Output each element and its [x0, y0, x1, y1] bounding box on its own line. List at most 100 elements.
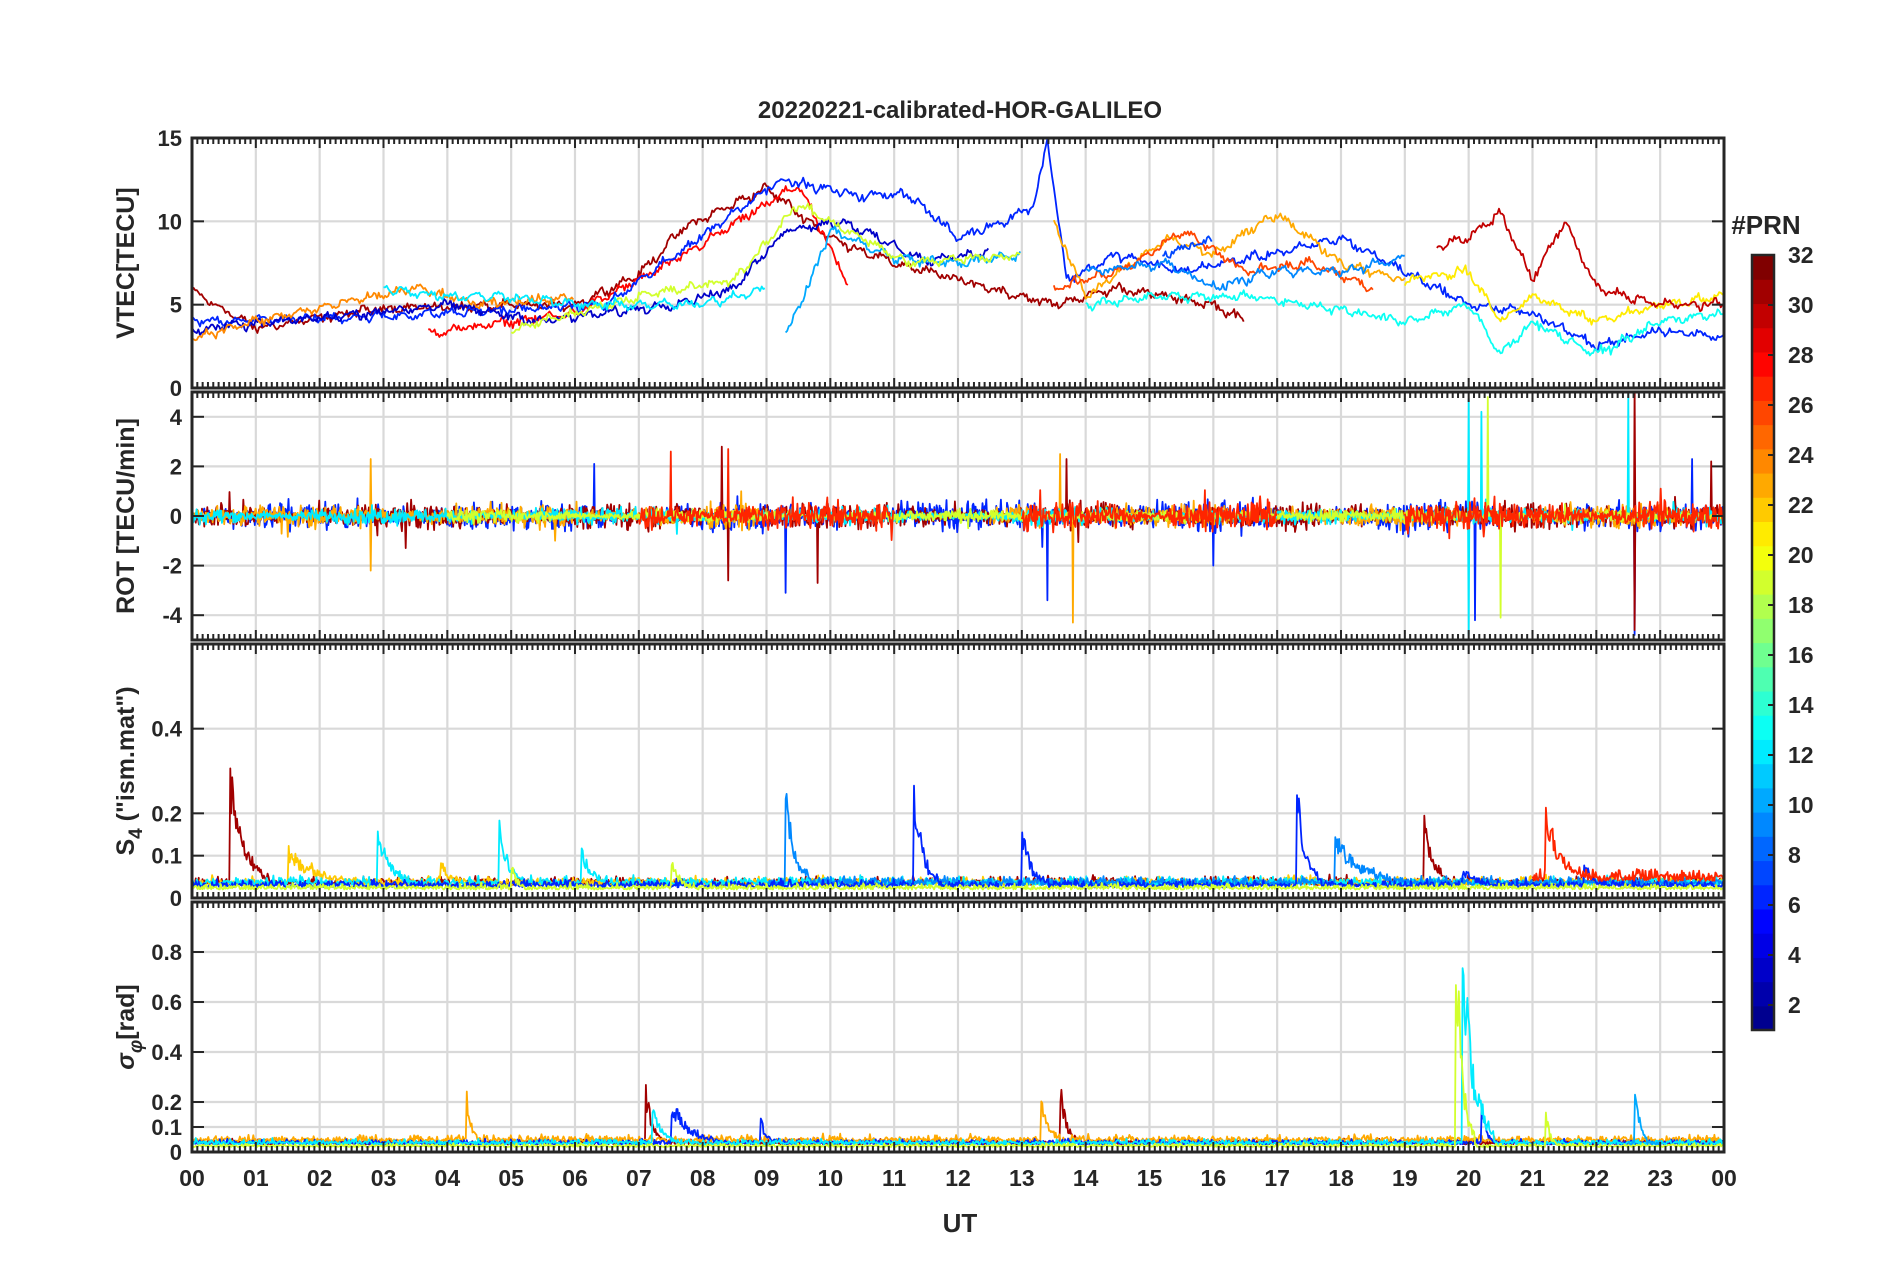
ytick-label: 0.1 [151, 1115, 182, 1140]
series-prn-6 [784, 515, 788, 594]
series-prn-23 [369, 458, 373, 517]
ytick-label: 0.6 [151, 990, 182, 1015]
axis-ticks [191, 902, 1725, 1153]
colorbar-swatch [1752, 400, 1774, 426]
xtick-label: 00 [1711, 1165, 1737, 1191]
colorbar-tick-label: 28 [1788, 342, 1814, 368]
series-prn-31 [1633, 392, 1637, 517]
ytick-label: 0 [170, 886, 182, 911]
ytick-label: 0.8 [151, 940, 182, 965]
colorbar-tick-label: 18 [1788, 592, 1814, 618]
series-prn-27 [726, 448, 730, 517]
series-prn-23 [1071, 515, 1075, 624]
panel-1: 0 5 10 15 VTEC[TECU] [112, 126, 1726, 401]
series-prn-27 [669, 450, 673, 517]
gridlines [192, 902, 1724, 1152]
colorbar-swatch [1752, 521, 1774, 547]
ytick-label: 4 [170, 405, 183, 430]
colorbar-swatch [1752, 690, 1774, 716]
series-prn-12 [1467, 515, 1471, 636]
ytick-label: -2 [162, 554, 182, 579]
series-prn-10 [1627, 1093, 1661, 1146]
series-prn-19 [1486, 396, 1490, 517]
series-prn-6 [1690, 458, 1694, 517]
series-prn-31 [726, 515, 730, 582]
series-prn-12 [1479, 410, 1483, 517]
xtick-label: 02 [307, 1165, 333, 1191]
ytick-label: 0.2 [151, 1090, 182, 1115]
series-prn-9 [1085, 254, 1405, 291]
xtick-label: 06 [562, 1165, 588, 1191]
panel-2: -4 -2 0 2 4 ROT [TECU/min] [112, 390, 1726, 642]
xtick-label: 08 [690, 1165, 716, 1191]
panel-3: 0 0.1 0.2 0.4S4 ("ism.mat") [112, 642, 1726, 911]
xtick-label: 20 [1456, 1165, 1482, 1191]
colorbar-tick-label: 24 [1788, 442, 1814, 468]
xtick-label: 17 [1264, 1165, 1290, 1191]
ytick-label: 15 [158, 126, 182, 151]
colorbar-swatch [1752, 642, 1774, 668]
xtick-label: 01 [243, 1165, 269, 1191]
xtick-label: 21 [1520, 1165, 1546, 1191]
colorbar-tick-label: 2 [1788, 992, 1801, 1018]
colorbar-tick-label: 8 [1788, 842, 1801, 868]
y-axis-label: σφ[rad] [112, 984, 147, 1070]
xtick-label: 12 [945, 1165, 971, 1191]
axis-ticks [191, 137, 1725, 389]
colorbar-tick-label: 32 [1788, 242, 1814, 268]
xtick-label: 09 [754, 1165, 780, 1191]
y-axis-label: ROT [TECU/min] [112, 418, 140, 614]
x-axis-label: UT [943, 1208, 978, 1238]
series-prn-31 [720, 445, 724, 517]
colorbar-swatch [1752, 472, 1774, 498]
colorbar-swatch [1752, 666, 1774, 692]
series-prn-31 [1065, 458, 1069, 517]
series-prn-27 [1531, 806, 1724, 882]
series-prn-26 [1052, 230, 1374, 293]
colorbar-swatch [1752, 569, 1774, 595]
series-prn-12 [383, 284, 766, 312]
series-prn-23 [1052, 212, 1406, 300]
colorbar-tick-label: 6 [1788, 892, 1801, 918]
ytick-label: 2 [170, 454, 182, 479]
series-prn-24 [192, 283, 575, 342]
colorbar-tick-label: 16 [1788, 642, 1814, 668]
colorbar-swatch [1752, 448, 1774, 474]
colorbar-tick-label: 26 [1788, 392, 1814, 418]
colorbar-swatch [1752, 763, 1774, 789]
colorbar-tick-label: 30 [1788, 292, 1814, 318]
xtick-label: 13 [1009, 1165, 1035, 1191]
xtick-label: 05 [498, 1165, 524, 1191]
colorbar-tick-label: 22 [1788, 492, 1814, 518]
colorbar-swatch [1752, 376, 1774, 401]
xtick-label: 16 [1201, 1165, 1227, 1191]
series-prn-3 [192, 218, 990, 336]
colorbar-swatch [1752, 303, 1774, 329]
ytick-label: 0 [170, 1140, 182, 1165]
colorbar-swatch [1752, 594, 1774, 619]
series-prn-31 [192, 182, 1245, 334]
colorbar-swatch [1752, 884, 1774, 910]
xtick-label: 15 [1137, 1165, 1163, 1191]
series-prn-6 [192, 784, 1724, 889]
colorbar-frame [1750, 253, 1776, 1032]
xtick-label: 22 [1584, 1165, 1610, 1191]
colorbar-tick-label: 10 [1788, 792, 1814, 818]
colorbar-swatch [1752, 836, 1774, 862]
series-prn-12 [1626, 392, 1630, 517]
series-prn-31 [1633, 515, 1637, 631]
gridlines [192, 644, 1724, 898]
colorbar-tick-label: 20 [1788, 542, 1814, 568]
series-prn-31 [816, 515, 820, 584]
series-group [192, 392, 1724, 636]
figure-title: 20220221-calibrated-HOR-GALILEO [758, 97, 1162, 124]
xtick-label: 07 [626, 1165, 652, 1191]
series-prn-6 [1473, 515, 1477, 622]
colorbar-swatch [1752, 327, 1774, 353]
ytick-label: 0 [170, 376, 182, 401]
xtick-label: 23 [1647, 1165, 1673, 1191]
colorbar-swatch [1752, 812, 1774, 837]
series-prn-27 [637, 496, 895, 541]
